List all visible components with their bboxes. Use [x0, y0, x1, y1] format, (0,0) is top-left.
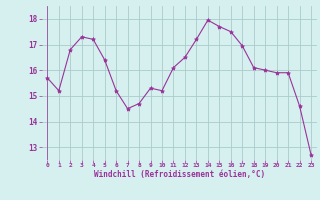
X-axis label: Windchill (Refroidissement éolien,°C): Windchill (Refroidissement éolien,°C) — [94, 170, 265, 179]
